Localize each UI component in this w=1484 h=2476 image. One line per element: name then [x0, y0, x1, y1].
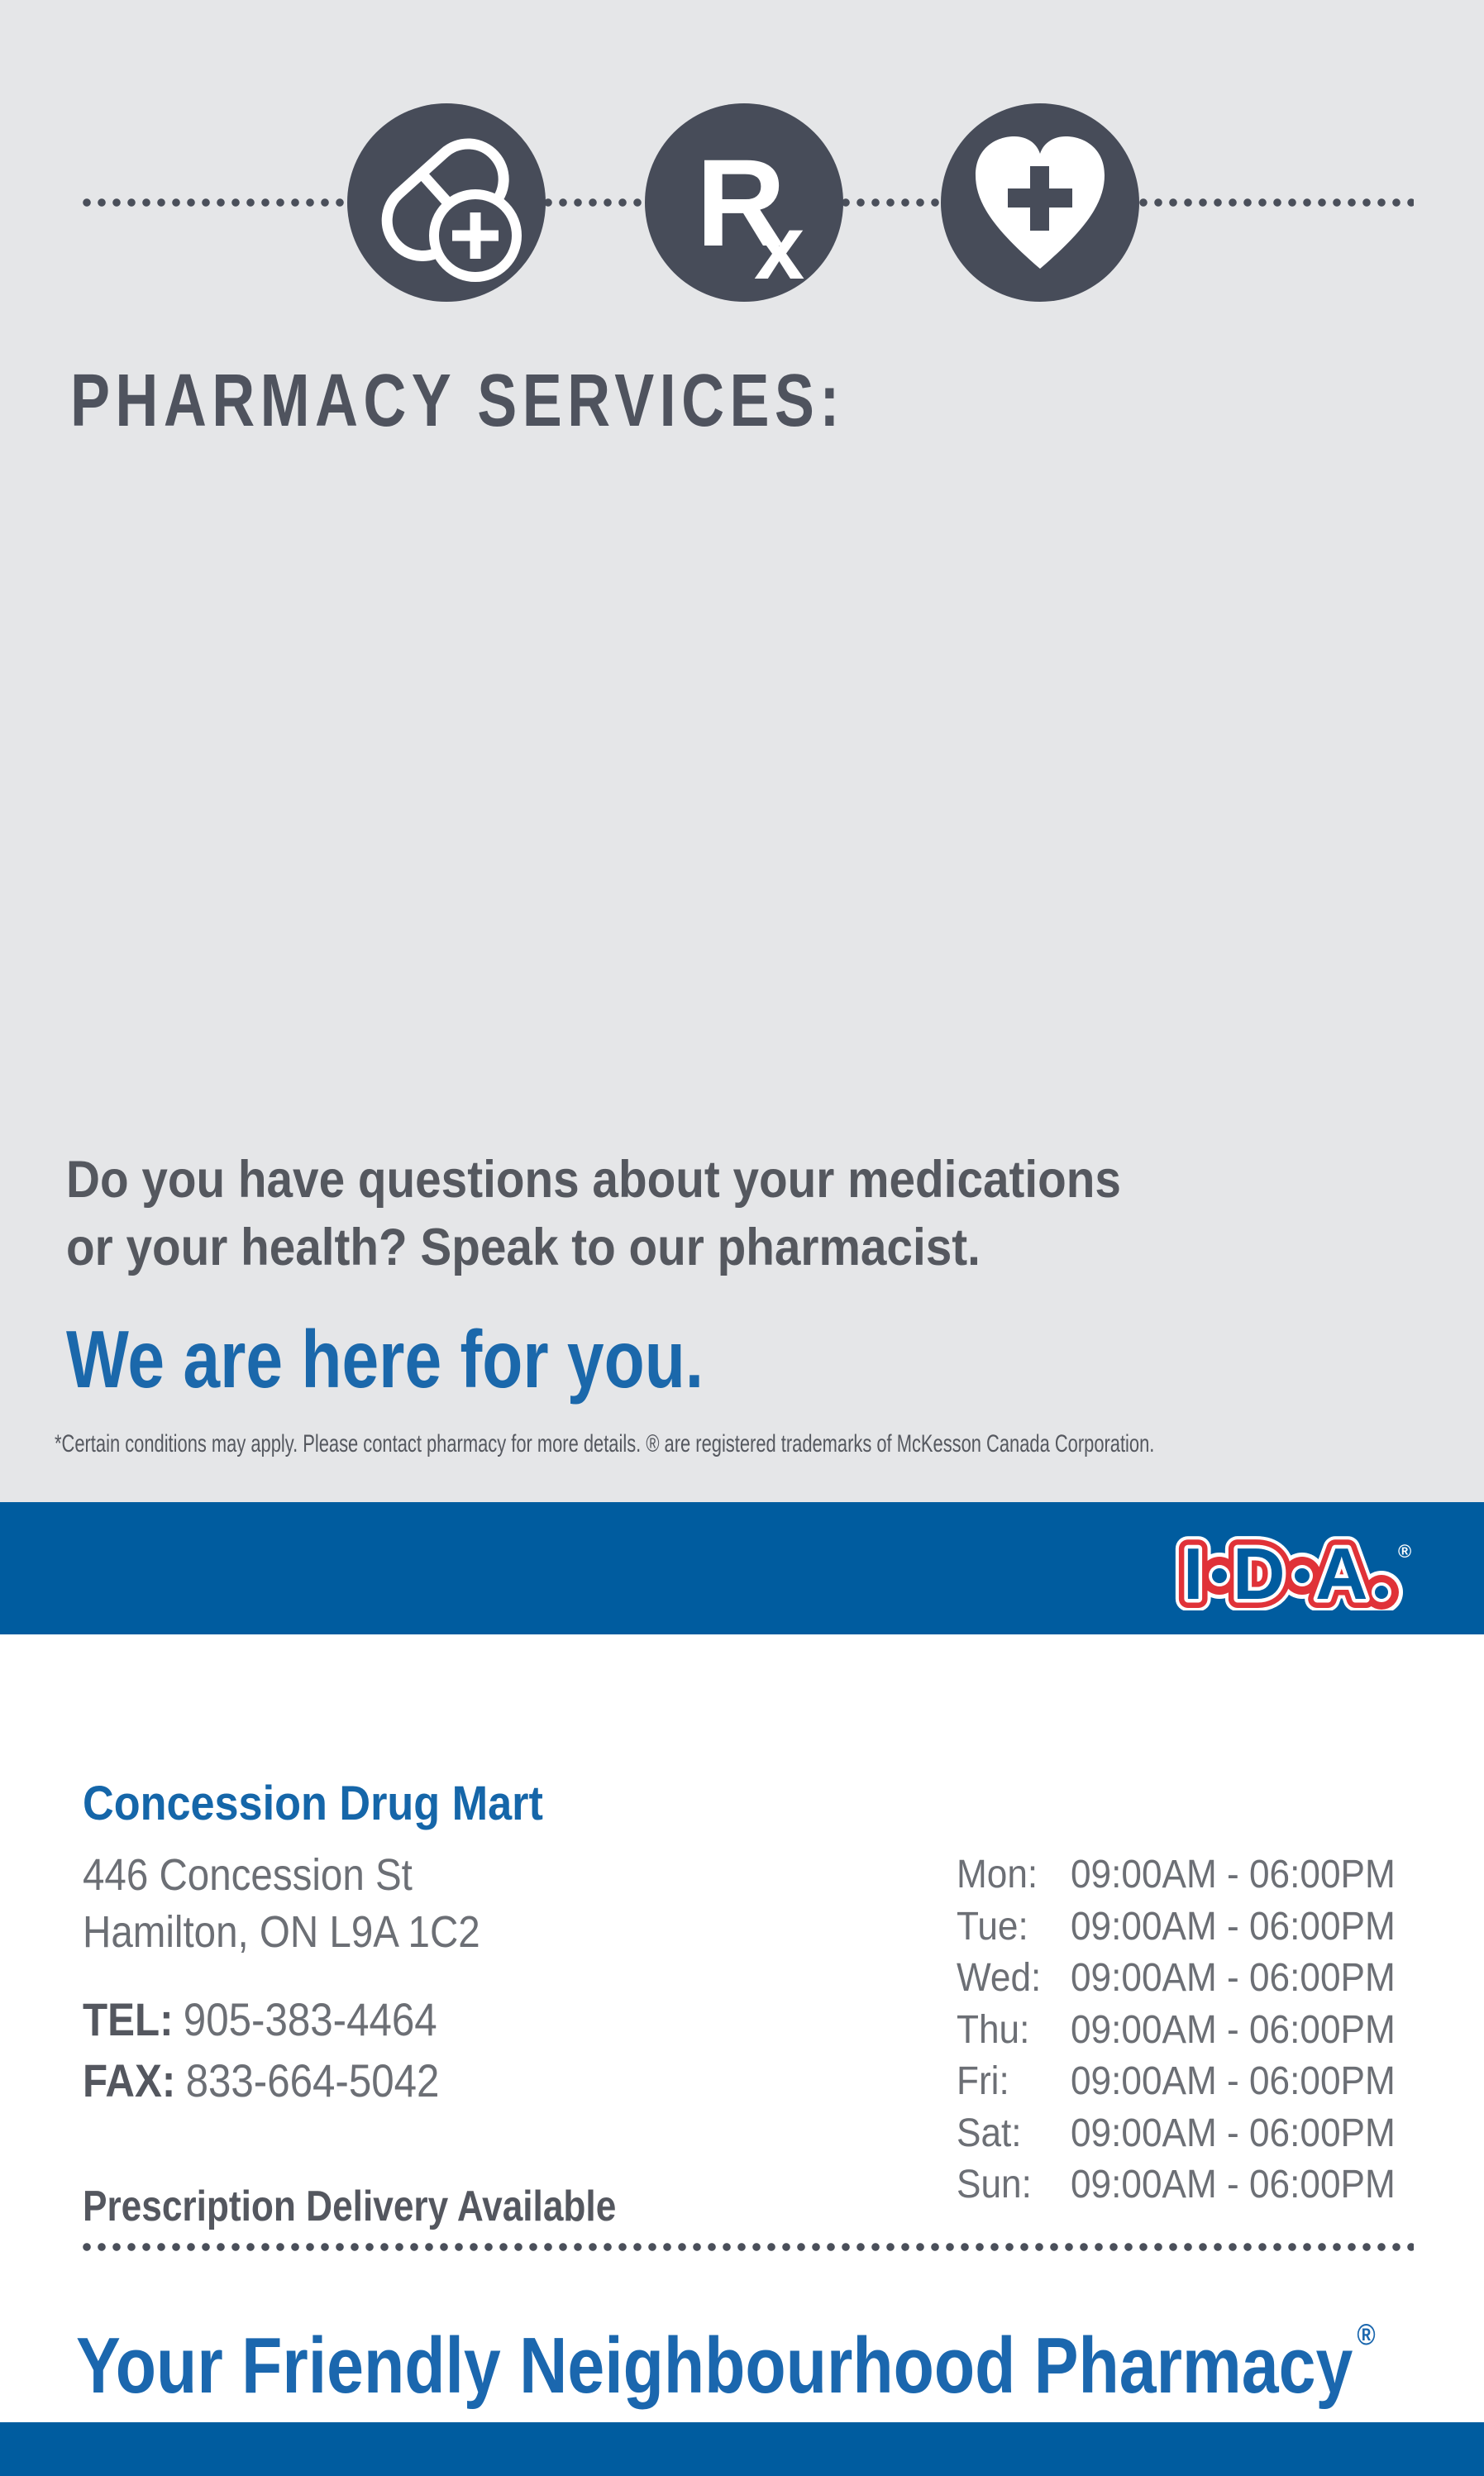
day-label: Sun:: [957, 2163, 1032, 2206]
address-line-1: 446 Concession St: [83, 1850, 413, 1900]
ida-letter-a: A: [1315, 1533, 1368, 1610]
heart-cross-icon: [941, 103, 1139, 302]
day-label: Wed:: [957, 1956, 1042, 2000]
fax-value: 833-664-5042: [185, 2054, 440, 2106]
hours-row: Tue: 09:00AM - 06:00PM: [957, 1904, 1396, 1949]
footer-bar: [0, 2422, 1484, 2476]
hours-row: Sat: 09:00AM - 06:00PM: [957, 2111, 1396, 2156]
highlight-text: We are here for you.: [66, 1314, 704, 1405]
pills-icon: [347, 103, 546, 302]
tel-row: TEL: 905-383-4464: [83, 1992, 437, 2046]
tagline: Your Friendly Neighbourhood Pharmacy ®: [76, 2317, 1376, 2412]
question-line-2: or your health? Speak to our pharmacist.: [66, 1219, 981, 1276]
time-value: 09:00AM - 06:00PM: [1071, 2008, 1396, 2052]
day-label: Thu:: [957, 2008, 1030, 2052]
day-label: Sat:: [957, 2111, 1022, 2155]
day-label: Mon:: [957, 1853, 1038, 1896]
rx-icon: R x: [645, 103, 843, 302]
hours-row: Thu: 09:00AM - 06:00PM: [957, 2007, 1396, 2053]
hours-row: Sun: 09:00AM - 06:00PM: [957, 2162, 1396, 2207]
tel-label: TEL:: [83, 1993, 174, 2045]
rx-letter-r: R: [696, 133, 785, 272]
hours-row: Mon: 09:00AM - 06:00PM: [957, 1852, 1396, 1897]
page-title: PHARMACY SERVICES:: [70, 360, 845, 442]
question-line-1: Do you have questions about your medicat…: [66, 1151, 1121, 1209]
time-value: 09:00AM - 06:00PM: [1071, 2163, 1396, 2206]
hours-row: Fri: 09:00AM - 06:00PM: [957, 2059, 1396, 2104]
rx-letter-x: x: [754, 197, 804, 298]
time-value: 09:00AM - 06:00PM: [1071, 2059, 1396, 2103]
fax-row: FAX: 833-664-5042: [83, 2054, 439, 2107]
registered-mark: ®: [1357, 2317, 1376, 2351]
day-label: Tue:: [957, 1905, 1028, 1949]
fax-label: FAX:: [83, 2054, 176, 2106]
day-label: Fri:: [957, 2059, 1009, 2103]
pills-icon-graphic: [381, 138, 522, 282]
time-value: 09:00AM - 06:00PM: [1071, 1956, 1396, 2000]
disclaimer-text: *Certain conditions may apply. Please co…: [55, 1430, 1155, 1457]
rx-icon-graphic: R x: [696, 133, 804, 298]
time-value: 09:00AM - 06:00PM: [1071, 1905, 1396, 1949]
ida-letter-i: I: [1183, 1533, 1203, 1610]
ida-logo: I D A I D A I D A ®: [1171, 1531, 1411, 1610]
address-line-2: Hamilton, ON L9A 1C2: [83, 1907, 480, 1957]
dotted-divider-bottom: [82, 2242, 1414, 2252]
hours-row: Wed: 09:00AM - 06:00PM: [957, 1955, 1396, 2001]
time-value: 09:00AM - 06:00PM: [1071, 2111, 1396, 2155]
store-name: Concession Drug Mart: [83, 1777, 543, 1830]
ida-letter-d: D: [1233, 1533, 1286, 1610]
time-value: 09:00AM - 06:00PM: [1071, 1853, 1396, 1896]
tel-value: 905-383-4464: [183, 1993, 437, 2045]
question-text: Do you have questions about your medicat…: [66, 1146, 1121, 1281]
heart-cross-icon-graphic: [976, 136, 1105, 269]
tagline-text: Your Friendly Neighbourhood Pharmacy: [76, 2321, 1353, 2410]
delivery-note: Prescription Delivery Available: [83, 2183, 617, 2230]
ida-registered-mark: ®: [1398, 1541, 1411, 1562]
